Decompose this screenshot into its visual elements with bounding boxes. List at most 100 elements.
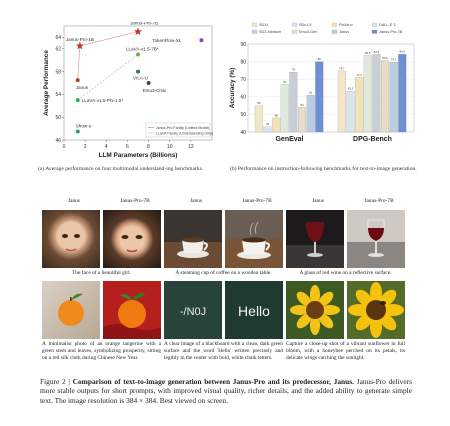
bar [381, 60, 390, 133]
point-dot [136, 52, 140, 57]
y-tick-label: 54 [55, 92, 61, 98]
point-star [75, 41, 84, 50]
y-tick-label: 58 [55, 69, 61, 75]
col-head-janus-3: Janus [312, 198, 324, 204]
bar [263, 126, 272, 133]
image-face-janus [42, 210, 100, 268]
point-dot [75, 129, 80, 134]
y-tick-label: 50 [55, 115, 61, 121]
figure-label: Figure 2 | [40, 377, 70, 386]
image-tangerine-pro [103, 281, 161, 339]
bar [346, 91, 355, 133]
point-label: Janus-Pro-7B [130, 22, 158, 26]
y-tick-label: 46 [55, 138, 61, 144]
point-label: TokenFlow-XL [152, 38, 182, 43]
bar-value-label: 61 [309, 91, 313, 95]
bar-value-label: 63.2 [348, 87, 354, 91]
bar-chart: 40 50 60 70 80 90 Accuracy (%) 55 43 48 67 74 54 61 80… [229, 22, 415, 143]
bar [337, 70, 346, 133]
x-tick-label: 0 [63, 144, 66, 150]
y-tick-label: 80 [240, 59, 246, 65]
y-tick-label: 64 [55, 35, 61, 41]
col-head-janus-1: Janus [68, 198, 80, 204]
legend-swatch [291, 29, 298, 34]
bar-value-label: 54 [300, 103, 304, 107]
legend-label: Janus [339, 30, 349, 34]
image-coffee-pro [225, 210, 283, 268]
board-text-pro: Hello [238, 303, 270, 319]
caption-a: (a) Average performance on four multimod… [38, 166, 204, 172]
legend-swatch [371, 29, 378, 34]
bar-value-label: 55 [257, 101, 261, 105]
bar-value-label: 80.6 [382, 56, 388, 60]
prompt-coffee: A steaming cup of coffee on a wooden tab… [175, 270, 272, 276]
bar-value-label: 67 [283, 80, 287, 84]
point-dot [199, 38, 204, 43]
legend-label: SD3-Medium [259, 30, 281, 34]
legend-label: Emu3-Gen [299, 30, 317, 34]
caption-b: (b) Performance on instruction-following… [230, 166, 417, 172]
prompt-sunflower: Capture a close-up shot of a vibrant sun… [286, 341, 405, 361]
category-label: GenEval [275, 136, 303, 143]
bar-value-label: 84.2 [400, 50, 406, 54]
point-dot [75, 78, 80, 83]
board-text-janus: -/N0J [180, 306, 206, 318]
x-axis-label: LLM Parameters (Billions) [99, 152, 178, 159]
point-dot [75, 98, 80, 103]
y-tick-label: 70 [240, 77, 246, 83]
image-wine-janus [286, 210, 344, 268]
bar-value-label: 48 [275, 113, 279, 117]
legend-swatch [331, 22, 338, 27]
image-sunflower-janus [286, 281, 344, 339]
x-tick-label: 10 [167, 144, 173, 150]
y-tick-label: 90 [240, 42, 246, 48]
legend-label: SDv1.5 [299, 23, 311, 27]
bar-value-label: 74 [292, 68, 296, 72]
point-label: Emu3-Chat [143, 88, 167, 93]
y-axis-label: Accuracy (%) [229, 68, 236, 109]
point-dot [146, 81, 151, 85]
prompt-blackboard: A clear image of a blackboard with a cle… [164, 341, 283, 361]
bar [298, 107, 307, 133]
legend-label: Janus-Pro-7B [379, 30, 403, 34]
legend-label: PixArt-α [339, 23, 353, 27]
bar [254, 105, 263, 133]
bar [363, 55, 372, 133]
image-face-pro [103, 210, 161, 268]
scatter-frame [63, 25, 213, 141]
point-dot [136, 69, 140, 74]
col-head-pro-2: Janus-Pro-7B [242, 198, 272, 204]
image-wine-pro [347, 210, 405, 268]
legend-label: Janus-Pro Family (Unified Model) [156, 126, 209, 130]
bar-value-label: 74.7 [339, 66, 345, 70]
figure-title: Comparison of text-to-image generation b… [72, 377, 354, 386]
bar-value-label: 83.5 [365, 51, 371, 55]
bar-value-label: 80 [318, 57, 322, 61]
legend-swatch [331, 29, 338, 34]
point-label: LLaVA-v1.5-7B* [126, 47, 159, 52]
image-blackboard-pro: Hello [225, 281, 283, 339]
bar-value-label: 71.1 [356, 73, 362, 77]
point-label: Show-o [76, 123, 92, 128]
point-star [134, 27, 142, 36]
prompt-face: The face of a beautiful girl. [72, 270, 131, 276]
y-axis-label: Average Performance [43, 50, 50, 116]
col-head-janus-2: Janus [190, 198, 202, 204]
bar [315, 61, 324, 133]
point-label: Janus [76, 85, 89, 90]
legend-swatch [371, 22, 378, 27]
figure-caption: Figure 2 | Comparison of text-to-image g… [40, 377, 412, 405]
legend-swatch [291, 22, 298, 27]
bar [372, 54, 381, 133]
point-label: Janus-Pro-1B [66, 37, 94, 42]
y-tick-label: 50 [240, 112, 246, 118]
image-sunflower-pro [347, 281, 405, 339]
bar-value-label: 43 [266, 122, 270, 126]
point-label: LLaVA-v1.5-Phi-1.5* [82, 98, 124, 103]
col-head-pro-3: Janus-Pro-7B [364, 198, 394, 204]
bar-value-label: 84.1 [374, 50, 380, 54]
prompt-wine: A glass of red wine on a reflective surf… [299, 270, 392, 276]
image-coffee-janus [164, 210, 222, 268]
col-head-pro-1: Janus-Pro-7B [120, 198, 150, 204]
